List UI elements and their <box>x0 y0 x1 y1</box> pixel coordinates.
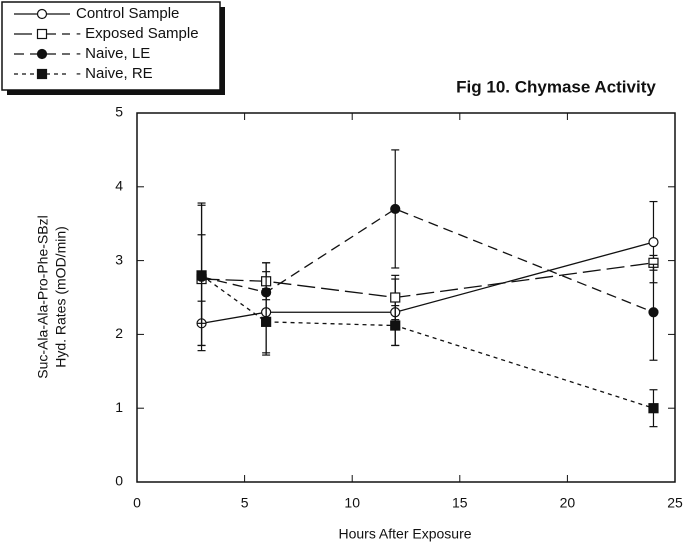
x-tick-label: 10 <box>344 495 360 511</box>
y-tick-label: 1 <box>115 399 123 415</box>
plot-frame <box>136 112 676 483</box>
marker <box>390 320 401 331</box>
chart-title: Fig 10. Chymase Activity <box>456 77 656 96</box>
legend-label: - Naive, LE <box>76 45 150 62</box>
x-tick-label: 0 <box>133 495 141 511</box>
legend-marker <box>36 68 48 80</box>
series-line <box>201 274 654 409</box>
y-axis-label: Hyd. Rates (mOD/min) <box>53 226 69 368</box>
x-tick-label: 25 <box>667 495 683 511</box>
marker <box>390 292 401 303</box>
series-line <box>201 262 654 299</box>
y-axis-label: Suc-Ala-Ala-Pro-Phe-SBzl <box>35 215 51 378</box>
y-tick-label: 4 <box>115 178 123 194</box>
marker <box>648 307 659 318</box>
marker <box>261 316 272 327</box>
x-tick-label: 20 <box>560 495 576 511</box>
marker <box>648 237 659 248</box>
marker <box>390 203 401 215</box>
x-axis-label: Hours After Exposure <box>338 526 471 542</box>
x-tick-label: 5 <box>241 495 249 511</box>
legend-label: Control Sample <box>76 5 179 22</box>
x-tick-label: 15 <box>452 495 468 511</box>
series-line <box>201 208 654 313</box>
legend-marker <box>36 48 48 60</box>
y-tick-label: 5 <box>115 104 123 120</box>
legend-label: - Naive, RE <box>76 65 153 82</box>
legend-label: - Exposed Sample <box>76 25 199 42</box>
legend-marker <box>36 8 48 20</box>
y-tick-label: 0 <box>115 473 123 489</box>
marker <box>648 403 659 414</box>
y-tick-label: 2 <box>115 325 123 341</box>
legend-marker <box>36 28 48 40</box>
marker <box>196 270 207 281</box>
y-tick-label: 3 <box>115 251 123 267</box>
series-line <box>201 241 654 324</box>
